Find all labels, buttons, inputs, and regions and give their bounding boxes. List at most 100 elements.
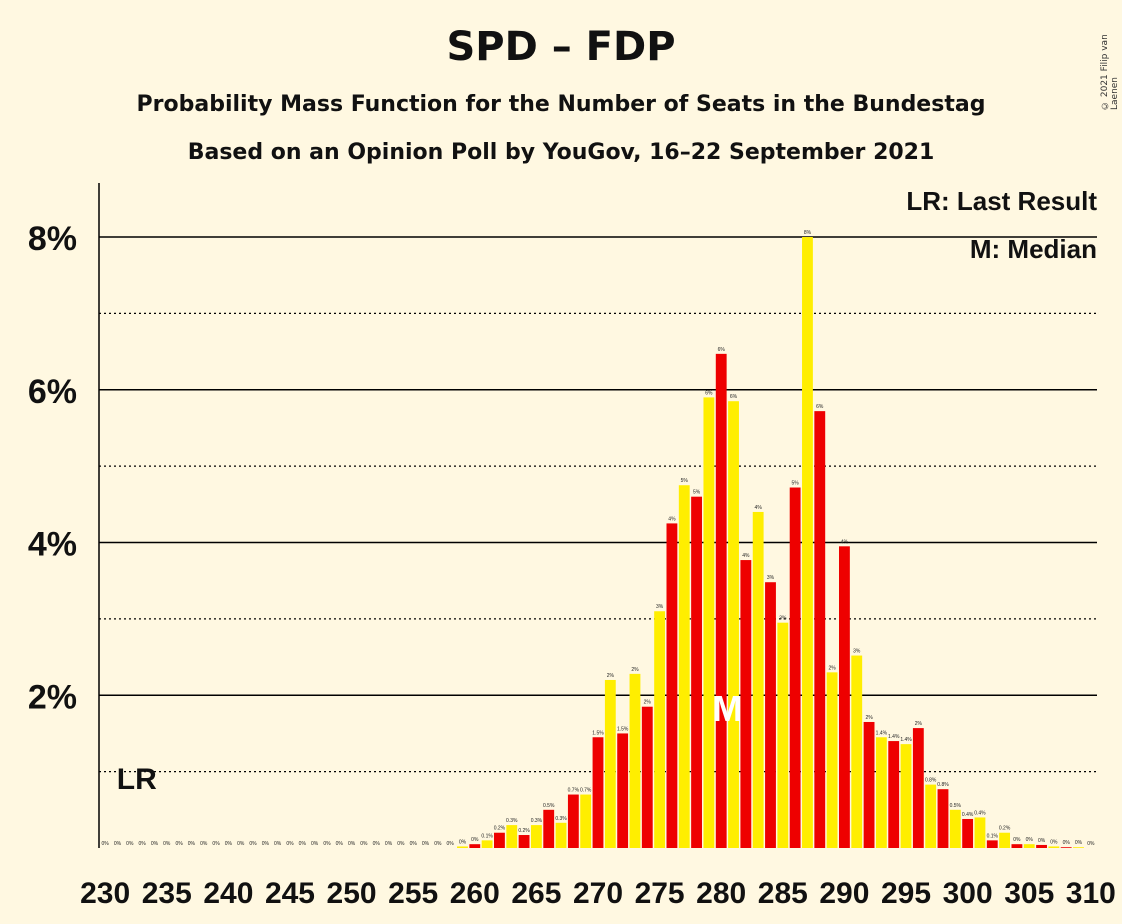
bar-seat-278 (691, 496, 702, 848)
bar-label-seat-303: 0.2% (999, 826, 1011, 832)
x-tick-label: 295 (881, 877, 931, 910)
bar-label-seat-273: 2% (631, 667, 639, 673)
bar-seat-289 (826, 672, 838, 848)
bar-seat-280 (715, 353, 727, 848)
bar-seat-269 (580, 794, 592, 848)
bar-label-seat-286: 5% (792, 481, 800, 487)
bar-label-seat-258: 0% (447, 841, 455, 847)
chart-subtitle-2: Based on an Opinion Poll by YouGov, 16–2… (187, 140, 935, 165)
bar-seat-284 (765, 582, 776, 848)
bar-label-seat-290: 4% (841, 539, 849, 545)
x-tick-label: 305 (1004, 877, 1054, 910)
bar-label-seat-237: 0% (188, 841, 196, 847)
bar-label-seat-239: 0% (212, 841, 220, 847)
bar-label-seat-300: 0.4% (962, 812, 974, 818)
x-tick-label: 310 (1066, 877, 1116, 910)
x-tick-label: 240 (203, 877, 253, 910)
bar-seat-273 (629, 673, 641, 848)
bar-label-seat-306: 0% (1038, 838, 1046, 844)
bar-label-seat-302: 0.1% (987, 833, 999, 839)
legend-median: M: Median (970, 234, 1097, 264)
bar-label-seat-293: 1.4% (876, 730, 888, 736)
bar-label-seat-294: 1.4% (888, 734, 900, 740)
bar-seat-290 (838, 546, 850, 848)
bar-label-seat-233: 0% (139, 841, 147, 847)
bar-seat-287 (802, 237, 813, 848)
bar-label-seat-309: 0% (1075, 840, 1083, 846)
bar-label-seat-274: 2% (644, 700, 652, 706)
bar-label-seat-265: 0.3% (531, 818, 543, 824)
bar-label-seat-284: 3% (767, 575, 775, 581)
bar-label-seat-234: 0% (151, 841, 159, 847)
bar-seat-283 (752, 511, 764, 848)
bar-label-seat-291: 3% (853, 649, 861, 655)
x-tick-label: 275 (635, 877, 685, 910)
bar-seat-299 (949, 809, 961, 848)
bar-label-seat-276: 4% (668, 516, 676, 522)
bar-seat-288 (814, 411, 826, 848)
bar-seat-272 (617, 733, 629, 848)
bar-label-seat-281: 6% (730, 394, 738, 400)
bar-label-seat-275: 3% (656, 604, 664, 610)
bar-seat-293 (875, 737, 887, 848)
bar-seat-294 (888, 741, 900, 848)
y-tick-label: 2% (28, 678, 77, 716)
bar-label-seat-278: 5% (693, 490, 701, 496)
bar-seat-297 (925, 784, 937, 848)
x-tick-label: 255 (388, 877, 438, 910)
bar-label-seat-292: 2% (865, 715, 873, 721)
bar-label-seat-263: 0.3% (506, 818, 518, 824)
bar-label-seat-247: 0% (311, 841, 319, 847)
bar-seat-306 (1036, 844, 1047, 848)
bar-seat-271 (604, 679, 616, 848)
bar-label-seat-259: 0% (459, 839, 467, 845)
bar-label-seat-270: 1.5% (592, 730, 604, 736)
bar-seat-295 (900, 744, 912, 848)
bar-seat-307 (1048, 846, 1060, 848)
x-tick-label: 260 (450, 877, 500, 910)
x-tick-label: 270 (573, 877, 623, 910)
bar-seat-282 (740, 560, 752, 848)
bar-seat-261 (481, 840, 493, 848)
bar-label-seat-269: 0.7% (580, 788, 592, 794)
bar-label-seat-262: 0.2% (494, 826, 506, 832)
bar-label-seat-230: 0% (102, 841, 110, 847)
bar-seat-304 (1011, 844, 1023, 848)
bar-label-seat-248: 0% (323, 841, 331, 847)
bar-seat-265 (530, 825, 542, 848)
bar-label-seat-242: 0% (249, 841, 257, 847)
gridlines (99, 236, 1097, 773)
bar-label-seat-243: 0% (262, 841, 270, 847)
bar-label-seat-285: 3% (779, 616, 787, 622)
bar-label-seat-268: 0.7% (568, 788, 580, 794)
chart-subtitle-1: Probability Mass Function for the Number… (136, 92, 986, 117)
x-tick-label: 245 (265, 877, 315, 910)
median-marker: M (712, 688, 742, 729)
bar-label-seat-304: 0% (1013, 837, 1021, 843)
bar-label-seat-267: 0.3% (555, 816, 567, 822)
bar-label-seat-308: 0% (1063, 840, 1071, 846)
bar-seat-266 (543, 809, 555, 848)
bar-label-seat-232: 0% (126, 841, 134, 847)
bar-label-seat-246: 0% (299, 841, 307, 847)
bar-label-seat-236: 0% (175, 841, 183, 847)
bar-label-seat-255: 0% (410, 841, 418, 847)
bar-label-seat-266: 0.5% (543, 803, 555, 809)
bar-label-seat-299: 0.5% (950, 803, 962, 809)
y-tick-label: 8% (28, 220, 77, 258)
bar-label-seat-238: 0% (200, 841, 208, 847)
bar-seat-305 (1023, 844, 1035, 848)
bar-label-seat-240: 0% (225, 841, 233, 847)
y-tick-labels: 2% 4% 6% 8% (28, 220, 77, 716)
bar-seat-291 (851, 655, 863, 848)
x-tick-label: 265 (511, 877, 561, 910)
x-tick-label: 290 (819, 877, 869, 910)
bar-label-seat-264: 0.2% (518, 828, 530, 834)
bar-seat-275 (654, 611, 666, 848)
bar-label-seat-307: 0% (1050, 839, 1058, 845)
bars (457, 237, 1084, 848)
bar-label-seat-301: 0.4% (974, 810, 986, 816)
bar-seat-285 (777, 622, 789, 848)
bar-seat-263 (506, 825, 518, 848)
